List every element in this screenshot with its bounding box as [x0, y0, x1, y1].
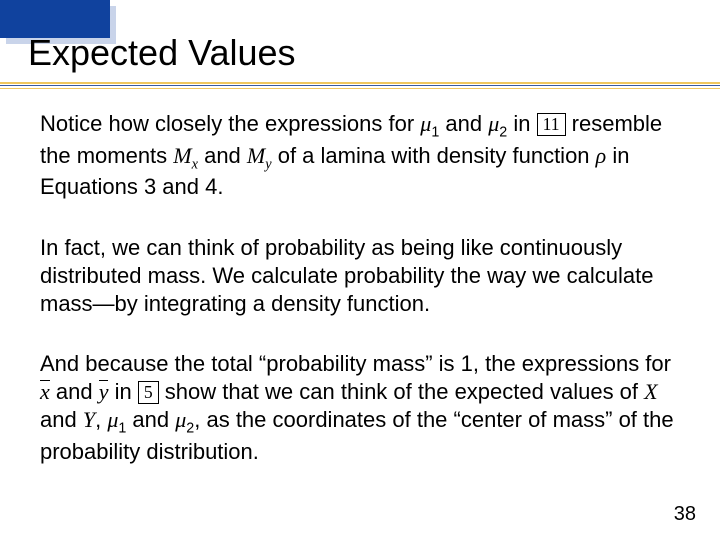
mu1-symbol: μ — [420, 111, 431, 136]
p1-text: Notice how closely the expressions for — [40, 111, 420, 136]
y-bar: y — [99, 378, 109, 406]
moment-my-m: M — [247, 143, 265, 168]
p1-text: and — [198, 143, 247, 168]
p3-text: show that we can think of the expected v… — [159, 379, 645, 404]
mu1-symbol: μ — [107, 407, 118, 432]
var-y: Y — [83, 407, 95, 432]
p3-text: and — [126, 407, 175, 432]
p1-text: and — [439, 111, 488, 136]
paragraph-1: Notice how closely the expressions for μ… — [40, 110, 680, 202]
p3-text: , — [95, 407, 107, 432]
p3-text: And because the total “probability mass”… — [40, 351, 671, 376]
mu2-symbol: μ — [488, 111, 499, 136]
p1-text: of a lamina with density function — [272, 143, 596, 168]
slide-title: Expected Values — [28, 32, 296, 74]
x-bar: x — [40, 378, 50, 406]
paragraph-2: In fact, we can think of probability as … — [40, 234, 680, 318]
paragraph-3: And because the total “probability mass”… — [40, 350, 680, 466]
divider-blue — [0, 85, 720, 86]
mu2-symbol: μ — [175, 407, 186, 432]
p3-text: and — [50, 379, 99, 404]
p3-text: in — [108, 379, 137, 404]
var-x: X — [644, 379, 657, 404]
divider-gold-top — [0, 82, 720, 84]
page-number: 38 — [674, 503, 696, 526]
divider-gold-bottom — [0, 88, 720, 89]
p1-text: in — [507, 111, 536, 136]
equation-ref-box: 5 — [138, 381, 159, 404]
moment-mx-m: M — [173, 143, 191, 168]
body-content: Notice how closely the expressions for μ… — [40, 110, 680, 466]
equation-ref-box: 11 — [537, 113, 566, 136]
p3-text: and — [40, 407, 83, 432]
rho-symbol: ρ — [596, 143, 607, 168]
